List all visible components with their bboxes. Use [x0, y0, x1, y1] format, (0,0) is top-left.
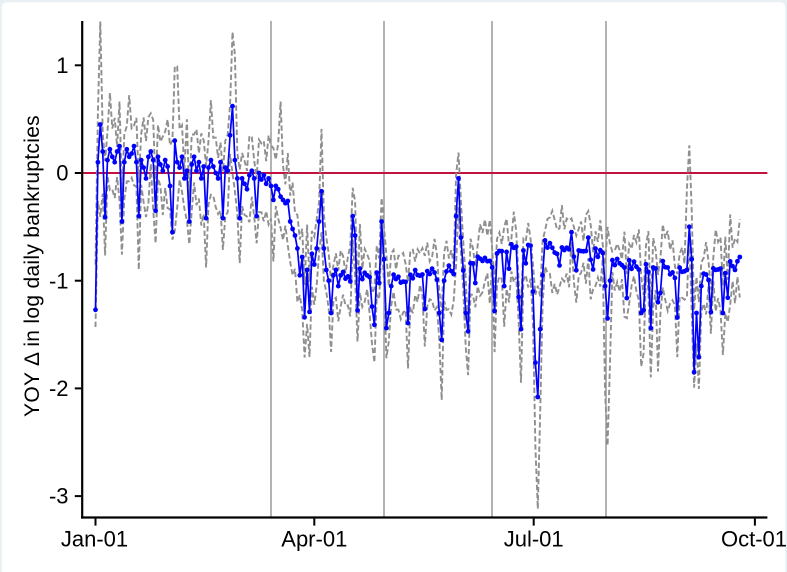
svg-text:Jul-01: Jul-01: [504, 527, 564, 552]
svg-text:-3: -3: [49, 484, 69, 509]
svg-text:Oct-01: Oct-01: [721, 527, 787, 552]
svg-text:1: 1: [56, 53, 68, 78]
svg-text:YOY Δ in log daily bankruptcie: YOY Δ in log daily bankruptcies: [21, 115, 44, 417]
svg-text:-2: -2: [49, 376, 69, 401]
svg-text:0: 0: [56, 161, 68, 186]
svg-text:Apr-01: Apr-01: [281, 527, 347, 552]
svg-text:-1: -1: [49, 268, 69, 293]
svg-text:Jan-01: Jan-01: [61, 527, 128, 552]
